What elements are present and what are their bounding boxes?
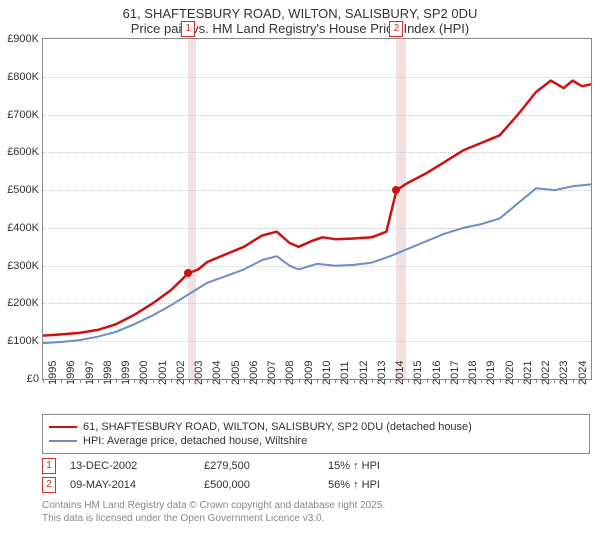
- legend: 61, SHAFTESBURY ROAD, WILTON, SALISBURY,…: [42, 414, 590, 454]
- x-tick: [518, 379, 519, 383]
- sale-row: 2 09-MAY-2014 £500,000 56% ↑ HPI: [42, 477, 590, 493]
- chart: £0£100K£200K£300K£400K£500K£600K£700K£80…: [42, 38, 590, 408]
- x-tick: [500, 379, 501, 383]
- x-tick: [134, 379, 135, 383]
- x-tick: [207, 379, 208, 383]
- x-tick: [317, 379, 318, 383]
- x-tick: [354, 379, 355, 383]
- x-tick: [573, 379, 574, 383]
- x-tick: [427, 379, 428, 383]
- x-tick: [445, 379, 446, 383]
- sale-date: 13-DEC-2002: [70, 460, 190, 472]
- y-tick-label: £800K: [7, 71, 39, 83]
- x-tick: [463, 379, 464, 383]
- y-tick-label: £900K: [7, 33, 39, 45]
- x-tick: [481, 379, 482, 383]
- y-tick-label: £600K: [7, 146, 39, 158]
- x-tick: [189, 379, 190, 383]
- sale-marker-icon: 2: [42, 477, 56, 493]
- x-tick: [536, 379, 537, 383]
- legend-swatch: [49, 426, 77, 428]
- series-svg: [43, 39, 591, 379]
- x-tick: [280, 379, 281, 383]
- legend-label: 61, SHAFTESBURY ROAD, WILTON, SALISBURY,…: [83, 421, 472, 433]
- sale-marker-icon: 2: [389, 21, 403, 37]
- x-tick: [390, 379, 391, 383]
- footer-line: Contains HM Land Registry data © Crown c…: [42, 499, 590, 512]
- y-tick-label: £300K: [7, 260, 39, 272]
- legend-label: HPI: Average price, detached house, Wilt…: [83, 435, 307, 447]
- sale-date: 09-MAY-2014: [70, 479, 190, 491]
- legend-item-property: 61, SHAFTESBURY ROAD, WILTON, SALISBURY,…: [49, 421, 583, 433]
- y-tick-label: £0: [27, 373, 39, 385]
- x-tick: [408, 379, 409, 383]
- plot-area: £0£100K£200K£300K£400K£500K£600K£700K£80…: [42, 38, 592, 380]
- x-tick: [226, 379, 227, 383]
- x-tick: [171, 379, 172, 383]
- sale-marker-icon: 1: [181, 21, 195, 37]
- x-tick: [43, 379, 44, 383]
- sale-row: 1 13-DEC-2002 £279,500 15% ↑ HPI: [42, 458, 590, 474]
- series-line-property: [43, 81, 591, 336]
- x-tick: [61, 379, 62, 383]
- y-tick-label: £200K: [7, 297, 39, 309]
- sale-dot: [184, 269, 192, 277]
- y-tick-label: £700K: [7, 109, 39, 121]
- sale-dot: [392, 186, 400, 194]
- sale-vs-hpi: 15% ↑ HPI: [328, 460, 438, 472]
- x-tick: [153, 379, 154, 383]
- legend-item-hpi: HPI: Average price, detached house, Wilt…: [49, 435, 583, 447]
- y-tick-label: £400K: [7, 222, 39, 234]
- x-tick: [80, 379, 81, 383]
- x-tick: [116, 379, 117, 383]
- sales-table: 1 13-DEC-2002 £279,500 15% ↑ HPI 2 09-MA…: [42, 458, 590, 493]
- title-address: 61, SHAFTESBURY ROAD, WILTON, SALISBURY,…: [0, 6, 600, 21]
- x-tick: [98, 379, 99, 383]
- y-tick-label: £100K: [7, 335, 39, 347]
- chart-title: 61, SHAFTESBURY ROAD, WILTON, SALISBURY,…: [0, 0, 600, 38]
- footer-line: This data is licensed under the Open Gov…: [42, 512, 590, 525]
- x-tick: [299, 379, 300, 383]
- x-tick: [372, 379, 373, 383]
- sale-vs-hpi: 56% ↑ HPI: [328, 479, 438, 491]
- y-tick-label: £500K: [7, 184, 39, 196]
- x-tick: [554, 379, 555, 383]
- sale-marker-icon: 1: [42, 458, 56, 474]
- footer-attribution: Contains HM Land Registry data © Crown c…: [42, 499, 590, 525]
- x-tick: [262, 379, 263, 383]
- title-subtitle: Price paid vs. HM Land Registry's House …: [0, 21, 600, 36]
- legend-swatch: [49, 440, 77, 442]
- x-tick: [244, 379, 245, 383]
- sale-price: £279,500: [204, 460, 314, 472]
- x-tick: [335, 379, 336, 383]
- sale-price: £500,000: [204, 479, 314, 491]
